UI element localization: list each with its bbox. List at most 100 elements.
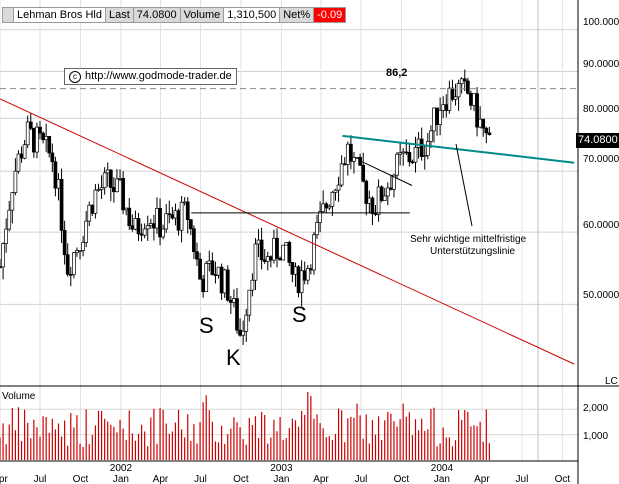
- candle-body: [216, 266, 221, 276]
- candle-body: [398, 152, 402, 155]
- candle-body: [222, 269, 227, 294]
- flag-line: [358, 159, 413, 186]
- candle-body: [339, 163, 344, 186]
- candle-body: [133, 218, 138, 230]
- candle-body: [392, 174, 396, 190]
- candle-body: [25, 121, 30, 146]
- candle-body: [78, 250, 82, 252]
- candle-body: [382, 195, 387, 201]
- candle-body: [395, 153, 399, 176]
- candle-body: [28, 121, 33, 129]
- candle-body: [179, 201, 184, 231]
- candle-body: [287, 242, 292, 263]
- y-tick-60: 60.0000: [583, 220, 619, 231]
- candle-body: [219, 266, 224, 294]
- candle-body: [13, 170, 18, 193]
- candle-body: [53, 161, 58, 189]
- candle-body: [167, 213, 172, 216]
- candle-body: [481, 118, 486, 129]
- candle-body: [185, 201, 190, 221]
- candle-body: [389, 187, 393, 190]
- candle-body: [207, 260, 212, 264]
- x-tick-month: Apr: [313, 474, 329, 484]
- candle-body: [75, 250, 79, 254]
- candle-body: [201, 278, 205, 293]
- ticker-name: Lehman Bros Hld: [14, 7, 106, 23]
- candle-body: [1, 243, 5, 268]
- candle-body: [315, 222, 319, 236]
- y-tick-80: 80.0000: [583, 104, 619, 115]
- candle-body: [96, 189, 101, 191]
- candle-body: [272, 237, 276, 261]
- candle-body: [336, 184, 341, 191]
- y-tick-50: 50.0000: [583, 290, 619, 301]
- candle-body: [312, 234, 316, 271]
- candle-body: [441, 104, 446, 111]
- candle-body: [265, 256, 270, 262]
- candle-body: [459, 78, 464, 84]
- candles: [0, 69, 492, 345]
- candle-body: [41, 132, 45, 141]
- candle-body: [93, 189, 98, 214]
- candle-body: [204, 263, 209, 293]
- x-axis-ticks: AprJulOct2002JanAprJulOct2003JanAprJulOc…: [0, 463, 570, 484]
- candle-body: [376, 186, 381, 215]
- candle-body: [435, 107, 439, 125]
- candle-body: [228, 299, 233, 303]
- candle-body: [318, 211, 322, 223]
- x-tick-year: 2003: [270, 463, 293, 474]
- candle-body: [373, 213, 378, 215]
- candle-body: [112, 187, 116, 193]
- volume-label-bar: Volume: [180, 7, 225, 23]
- candle-body: [108, 169, 113, 188]
- candle-body: [327, 205, 332, 209]
- candle-body: [345, 143, 350, 165]
- candle-body: [124, 207, 129, 211]
- candle-body: [4, 228, 9, 244]
- x-tick-year: 2002: [110, 463, 133, 474]
- candle-body: [361, 164, 366, 182]
- candle-body: [462, 78, 467, 82]
- candle-body: [84, 220, 89, 243]
- candle-body: [330, 192, 335, 207]
- pattern-label-s2: S: [292, 302, 307, 327]
- x-tick-month: Apr: [0, 474, 8, 484]
- candle-body: [472, 93, 476, 106]
- downtrend-line: [0, 98, 575, 365]
- candle-body: [136, 218, 141, 235]
- candle-body: [352, 157, 356, 162]
- candle-body: [349, 143, 353, 162]
- candle-body: [333, 189, 338, 193]
- candle-body: [35, 126, 39, 153]
- candle-body: [90, 204, 95, 214]
- x-tick-month: Jan: [434, 474, 450, 484]
- x-tick-month: Oct: [394, 474, 410, 484]
- y-tick-100: 100.0000: [583, 17, 619, 28]
- candle-body: [155, 208, 159, 229]
- candle-body: [324, 203, 329, 209]
- candle-body: [7, 209, 12, 230]
- candle-body: [450, 87, 455, 100]
- x-tick-month: Oct: [555, 474, 571, 484]
- candle-body: [401, 151, 406, 154]
- candle-body: [407, 152, 412, 163]
- netpct-value: -0.09: [314, 7, 347, 23]
- copyright-icon: c: [69, 71, 81, 83]
- candle-body: [259, 239, 264, 261]
- candle-body: [364, 180, 369, 204]
- x-tick-month: Apr: [474, 474, 490, 484]
- candle-body: [225, 269, 230, 301]
- volume-bars: [0, 392, 490, 460]
- candle-body: [302, 270, 307, 281]
- candle-body: [62, 230, 67, 256]
- candle-body: [188, 219, 193, 230]
- candle-body: [241, 330, 246, 336]
- candle-body: [22, 144, 27, 159]
- x-tick-month: Jul: [516, 474, 529, 484]
- candle-body: [148, 223, 153, 226]
- last-label: Last: [106, 7, 134, 23]
- candle-body: [232, 298, 236, 303]
- support-text-1: Sehr wichtige mittelfristige: [410, 234, 527, 245]
- x-tick-month: Oct: [233, 474, 249, 484]
- vol-tick-1000: 1,000: [583, 431, 608, 442]
